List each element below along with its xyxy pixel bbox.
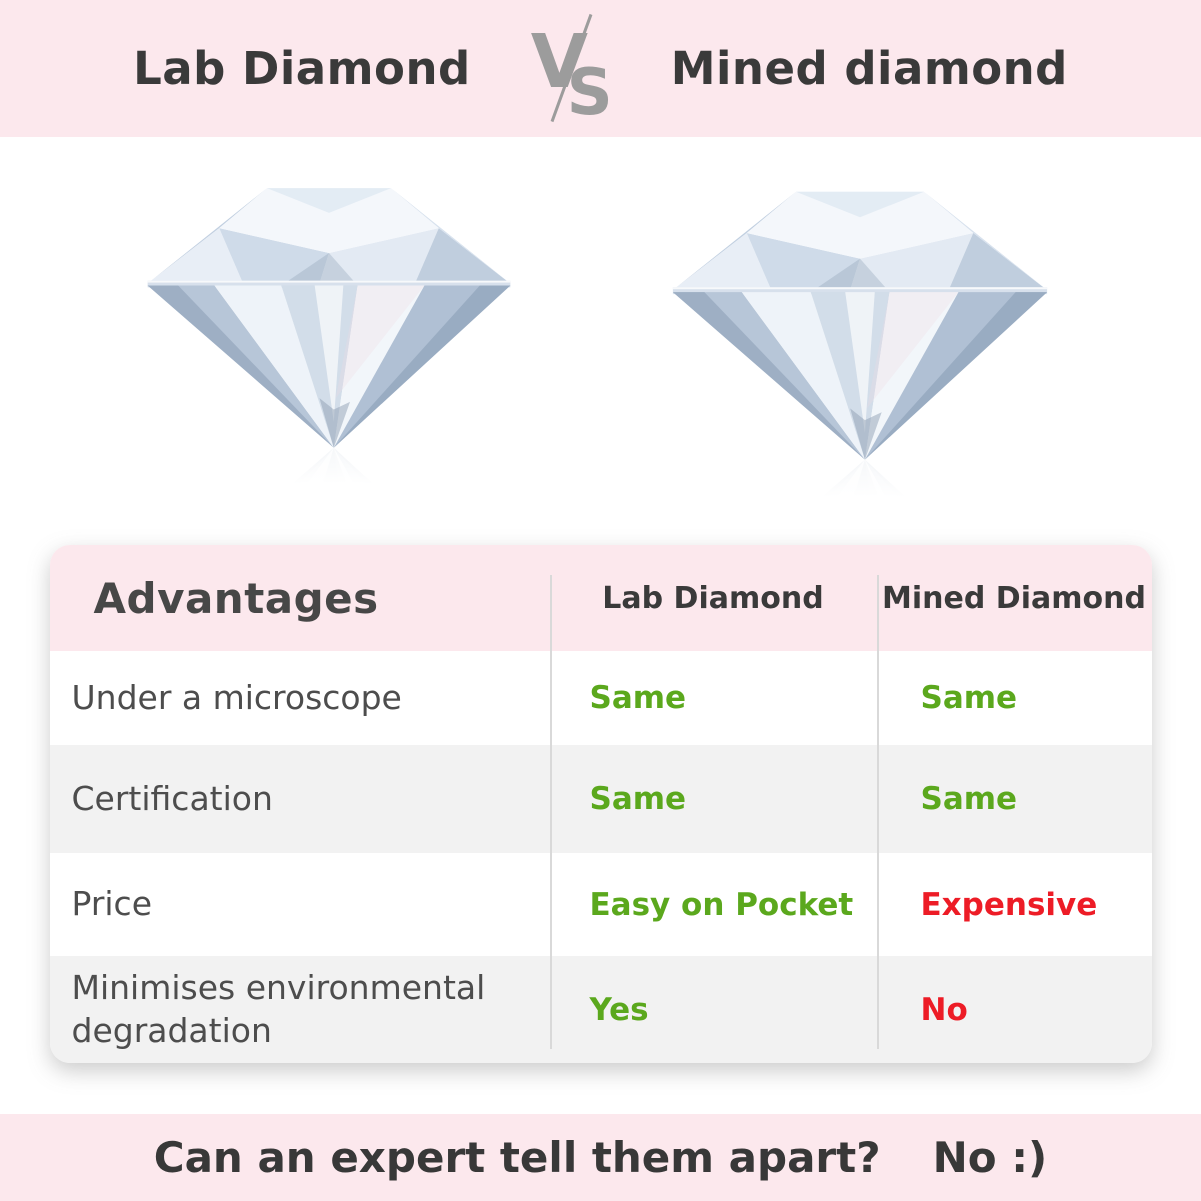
mined-column-header: Mined Diamond: [882, 580, 1146, 616]
footer-question: Can an expert tell them apart?: [153, 1133, 881, 1182]
row-label: Minimises environmental degradation: [71, 967, 486, 1050]
lab-value: Yes: [589, 991, 649, 1028]
column-divider: [876, 575, 879, 1049]
right-title: Mined diamond: [670, 42, 1068, 95]
vs-emblem: V S: [527, 9, 615, 129]
lab-value: Same: [589, 680, 687, 716]
lab-diamond-image: [138, 169, 520, 484]
mined-value: No: [920, 991, 968, 1028]
footer-answer: No :): [932, 1133, 1048, 1182]
mined-diamond-image: [663, 172, 1057, 497]
row-label: Under a microscope: [71, 677, 402, 717]
table-row: Minimises environmental degradation Yes …: [49, 956, 1152, 1063]
advantages-header: Advantages: [93, 573, 379, 623]
lab-column-header: Lab Diamond: [602, 580, 824, 616]
column-divider: [549, 575, 552, 1049]
footer-band: Can an expert tell them apart? No :): [0, 1114, 1201, 1201]
left-title: Lab Diamond: [133, 42, 471, 95]
comparison-table: Advantages Lab Diamond Mined Diamond Und…: [49, 545, 1152, 1063]
lab-value: Same: [589, 781, 687, 817]
mined-value: Same: [920, 680, 1018, 716]
table-header-row: Advantages Lab Diamond Mined Diamond: [49, 545, 1152, 651]
mined-value: Same: [920, 781, 1018, 817]
row-label: Price: [71, 884, 153, 924]
vs-letter-s: S: [566, 55, 613, 130]
title-band: Lab Diamond V S Mined diamond: [0, 0, 1201, 137]
diamond-images-section: [0, 137, 1201, 545]
mined-value: Expensive: [920, 886, 1098, 923]
table-row: Certification Same Same: [49, 745, 1152, 853]
table-row: Price Easy on Pocket Expensive: [50, 853, 1152, 956]
row-label: Certification: [71, 778, 273, 818]
lab-value: Easy on Pocket: [589, 886, 854, 923]
vs-letter-v: V: [530, 18, 588, 105]
table-row: Under a microscope Same Same: [50, 651, 1152, 745]
